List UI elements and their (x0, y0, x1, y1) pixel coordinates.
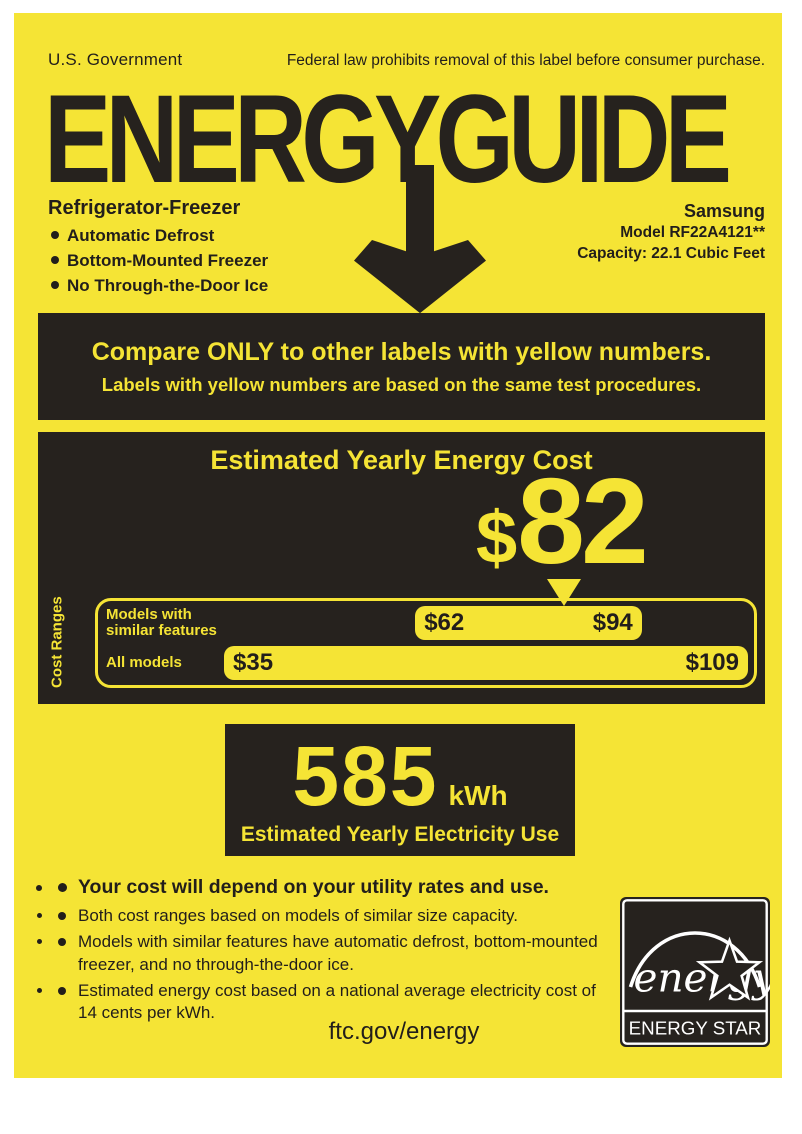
yearly-cost-value: $82 (476, 460, 649, 582)
electricity-use-value: 585 (292, 728, 439, 823)
capacity-text: Capacity: 22.1 Cubic Feet (577, 245, 765, 263)
compare-banner: Compare ONLY to other labels with yellow… (38, 313, 765, 420)
note-item: Both cost ranges based on models of simi… (54, 905, 610, 927)
us-government-text: U.S. Government (48, 50, 183, 69)
compare-subline: Labels with yellow numbers are based on … (101, 373, 702, 395)
feature-list: Automatic Defrost Bottom-Mounted Freezer… (48, 226, 268, 296)
energy-star-script: energy (634, 954, 771, 1002)
range-max-value: $94 (592, 609, 633, 636)
compare-headline: Compare ONLY to other labels with yellow… (91, 337, 712, 366)
range-min-value: $35 (233, 649, 274, 676)
energy-star-caption: ENERGY STAR (629, 1017, 762, 1038)
energyguide-label: U.S. Government Federal law prohibits re… (14, 13, 782, 1078)
range-label: All models (106, 653, 182, 671)
cost-amount: 82 (517, 453, 649, 589)
range-label: Models with similar features (106, 605, 217, 639)
down-arrow-icon (354, 165, 486, 314)
product-category: Refrigerator-Freezer (48, 197, 241, 219)
currency-symbol: $ (476, 496, 518, 579)
ftc-url: ftc.gov/energy (328, 1018, 480, 1045)
notes-list: Your cost will depend on your utility ra… (54, 875, 610, 1028)
yearly-cost-title: Estimated Yearly Energy Cost (210, 445, 593, 475)
brand-name: Samsung (683, 201, 765, 221)
yearly-cost-box: Estimated Yearly Energy Cost $82 Cost Ra… (38, 432, 765, 704)
cost-marker-icon (547, 579, 581, 606)
note-item: Your cost will depend on your utility ra… (54, 875, 610, 900)
legal-notice-text: Federal law prohibits removal of this la… (286, 52, 765, 69)
top-line: U.S. Government Federal law prohibits re… (48, 50, 765, 70)
range-bar-track: $62 $94 (224, 606, 748, 640)
range-min-value: $62 (424, 609, 465, 636)
feature-item: Bottom-Mounted Freezer (48, 251, 268, 271)
range-bar: $35 $109 (224, 646, 748, 680)
electricity-use-caption: Estimated Yearly Electricity Use (240, 822, 560, 846)
model-number: Model RF22A4121** (620, 224, 765, 241)
energy-star-star-icon (695, 936, 764, 1001)
feature-item: No Through-the-Door Ice (48, 276, 268, 296)
feature-item: Automatic Defrost (48, 226, 268, 246)
energy-star-logo: energy ENERGY STAR (620, 897, 770, 1047)
cost-ranges-axis-label: Cost Ranges (48, 596, 66, 688)
range-max-value: $109 (685, 649, 739, 676)
electricity-use-line: 585 kWh (292, 734, 507, 818)
note-item: Estimated energy cost based on a nationa… (54, 980, 610, 1024)
electricity-use-unit: kWh (448, 779, 508, 811)
range-row-all-models: All models $35 $109 (106, 646, 748, 680)
range-row-similar-models: Models with similar features $62 $94 (106, 606, 748, 640)
cost-ranges-panel: Models with similar features $62 $94 All… (95, 598, 757, 688)
manufacturer-info: Samsung Model RF22A4121** Capacity: 22.1… (577, 201, 765, 265)
energyguide-logo-text: ENERGYGUIDE (44, 69, 732, 210)
electricity-use-box: 585 kWh Estimated Yearly Electricity Use (225, 724, 575, 856)
product-info: Refrigerator-Freezer Automatic Defrost B… (48, 197, 268, 296)
note-item: Models with similar features have automa… (54, 931, 610, 975)
range-bar: $62 $94 (415, 606, 642, 640)
range-bar-track: $35 $109 (224, 646, 748, 680)
